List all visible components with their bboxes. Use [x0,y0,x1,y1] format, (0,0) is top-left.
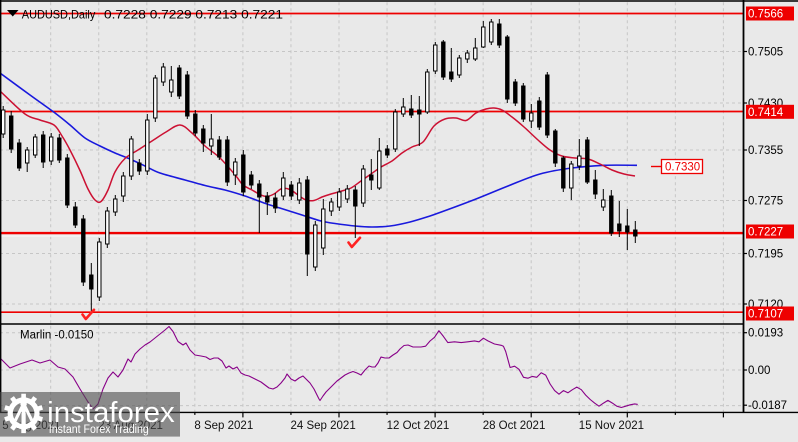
svg-text:0.00: 0.00 [748,365,770,377]
svg-text:0.7275: 0.7275 [748,196,783,208]
svg-text:instaforex: instaforex [47,397,175,429]
svg-text:Marlin -0.0150: Marlin -0.0150 [20,330,94,342]
svg-text:AUDUSD,Daily: AUDUSD,Daily [22,7,96,21]
svg-text:0.7195: 0.7195 [748,249,783,261]
svg-text:0.7228 0.7229 0.7213 0.7221: 0.7228 0.7229 0.7213 0.7221 [104,7,283,21]
svg-text:24 Sep 2021: 24 Sep 2021 [291,420,356,432]
svg-text:0.7227: 0.7227 [748,227,783,239]
svg-text:15 Nov 2021: 15 Nov 2021 [579,420,644,432]
svg-text:0.7330: 0.7330 [665,162,700,174]
svg-text:0.7505: 0.7505 [748,47,783,59]
svg-text:0.0193: 0.0193 [748,328,783,340]
svg-text:28 Oct 2021: 28 Oct 2021 [483,420,546,432]
svg-text:8 Sep 2021: 8 Sep 2021 [194,420,253,432]
svg-text:0.7355: 0.7355 [748,145,783,157]
svg-text:0.7414: 0.7414 [748,107,784,119]
svg-text:-0.0187: -0.0187 [748,400,787,412]
svg-text:0.7107: 0.7107 [748,309,783,321]
svg-text:Instant Forex Trading: Instant Forex Trading [49,424,149,436]
svg-text:12 Oct 2021: 12 Oct 2021 [387,420,450,432]
svg-text:0.7566: 0.7566 [748,9,783,21]
